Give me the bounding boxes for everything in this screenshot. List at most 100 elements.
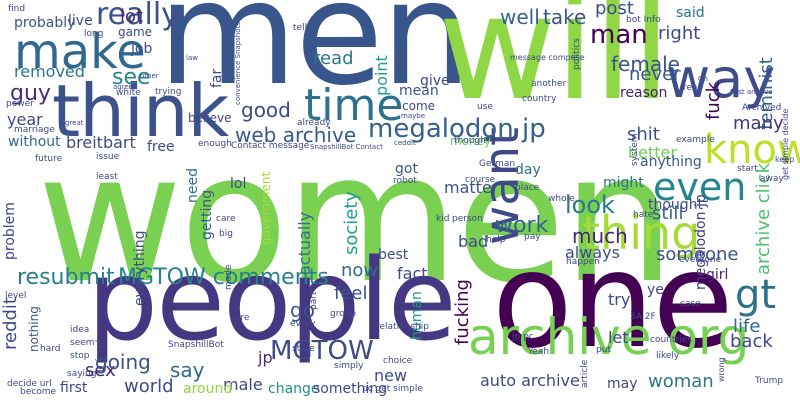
word-already: already <box>297 118 331 128</box>
word-many: many <box>733 113 784 134</box>
word-message-compose: message compose <box>510 53 585 62</box>
word-mgtow-comments: MGTOW comments <box>118 265 329 290</box>
word-gt: gt <box>735 272 777 318</box>
word-without: without <box>8 134 61 150</box>
word-going: going <box>95 350 151 374</box>
word-people: people <box>87 236 457 366</box>
word-anything: anything <box>640 154 702 170</box>
word-let: let <box>608 328 629 347</box>
word-kid: kid <box>436 214 450 224</box>
word-know: know <box>704 127 800 173</box>
word-thing: thing <box>582 206 701 260</box>
word-best: best <box>378 247 409 263</box>
word-contact-message: Contact message <box>231 141 310 151</box>
word-way: way <box>666 47 776 110</box>
word-time: time <box>304 80 404 131</box>
word-really: really <box>96 0 179 32</box>
word-even: even <box>653 165 747 209</box>
word-point: point <box>372 55 391 96</box>
word-incel: incel <box>95 339 105 361</box>
word-enough: enough <box>198 139 232 149</box>
word-around: around <box>183 381 233 397</box>
word-men: men <box>158 0 472 117</box>
word-pay: pay <box>524 232 541 242</box>
word-use: use <box>477 102 493 112</box>
word-better: better <box>628 143 677 162</box>
word-convenience-snapshots: convenience Snapshots <box>234 22 242 105</box>
word-article: article <box>580 359 590 388</box>
word-care: care <box>216 214 236 224</box>
word-will: will <box>438 0 671 133</box>
word-reddit: reddit <box>0 297 21 350</box>
word-free: free <box>147 139 175 155</box>
word-always: always <box>565 243 620 262</box>
word-resubmit: resubmit <box>17 265 115 290</box>
word-said: said <box>676 5 705 21</box>
word-place: place <box>515 183 540 193</box>
word-government: government <box>259 171 273 245</box>
word-year: year <box>7 110 43 129</box>
word-sure: sure <box>230 313 250 323</box>
word-removed: removed <box>14 62 85 81</box>
word-now: now <box>341 260 379 281</box>
word-help: help <box>486 235 506 245</box>
word-believe: believe <box>188 111 232 125</box>
word-law: law <box>186 54 198 62</box>
word-tell: tell <box>293 23 308 33</box>
word-pc-get-simple: pc get simple <box>362 384 423 394</box>
word-archived: Archived <box>742 103 782 113</box>
word-country: country <box>522 94 557 104</box>
word-right: right <box>658 23 701 44</box>
word-work: work <box>495 213 549 238</box>
word-keep: keep <box>775 155 795 164</box>
word-away: away <box>760 174 784 184</box>
word-big: big <box>219 229 233 239</box>
word-whole: whole <box>548 194 575 204</box>
word-yeah: Yeah <box>528 347 550 357</box>
word-bot-info: bot Info <box>626 15 661 25</box>
word-likely: likely <box>656 351 680 361</box>
word-see: see <box>112 65 151 90</box>
word-robot: robot <box>393 176 417 186</box>
word-matter: matter <box>444 178 499 197</box>
word-far: far <box>209 68 225 88</box>
word-women: women <box>37 115 675 322</box>
word-probably: probably <box>14 15 76 31</box>
word-countries: countries <box>650 335 692 345</box>
word-ceddit: ceddit <box>394 139 416 147</box>
word-might: might <box>603 175 644 191</box>
word-post-archive: Post archive <box>730 88 773 96</box>
word-think: think <box>52 69 229 153</box>
word-saying: saying <box>67 369 97 379</box>
word-issue: issue <box>96 152 120 162</box>
word-come: come <box>402 99 436 113</box>
word-world: world <box>124 376 174 397</box>
word-long: long <box>84 29 104 39</box>
word-state: state <box>292 344 315 354</box>
word-hate: hate <box>633 210 654 220</box>
word-read: read <box>313 48 354 69</box>
word-new: new <box>374 366 408 385</box>
word-first: first <box>60 380 88 396</box>
word-someone: someone <box>656 244 739 265</box>
word-seem: seem <box>70 338 95 348</box>
word-person: person <box>452 214 483 224</box>
word-trump: Trump <box>755 376 784 386</box>
word-start: start <box>737 164 758 174</box>
word-got: got <box>395 161 418 177</box>
word-auto-archive: auto archive <box>480 371 580 390</box>
word-least: least <box>96 172 118 182</box>
word-level: level <box>5 291 27 301</box>
word-put: put <box>596 345 611 355</box>
word-snapshillbot-contact: SnapshillBot Contact <box>310 143 383 151</box>
word-3a-2f: 3A 2F <box>630 312 656 322</box>
word-system: system <box>630 133 640 166</box>
word-web-archive: web archive <box>235 123 357 147</box>
word-idea: idea <box>70 325 90 335</box>
word-thought: thought <box>648 197 704 213</box>
word-simply: simply <box>334 361 364 371</box>
word-agree: agree <box>113 83 134 91</box>
word-group: group <box>330 309 357 319</box>
word-give: give <box>420 73 450 89</box>
